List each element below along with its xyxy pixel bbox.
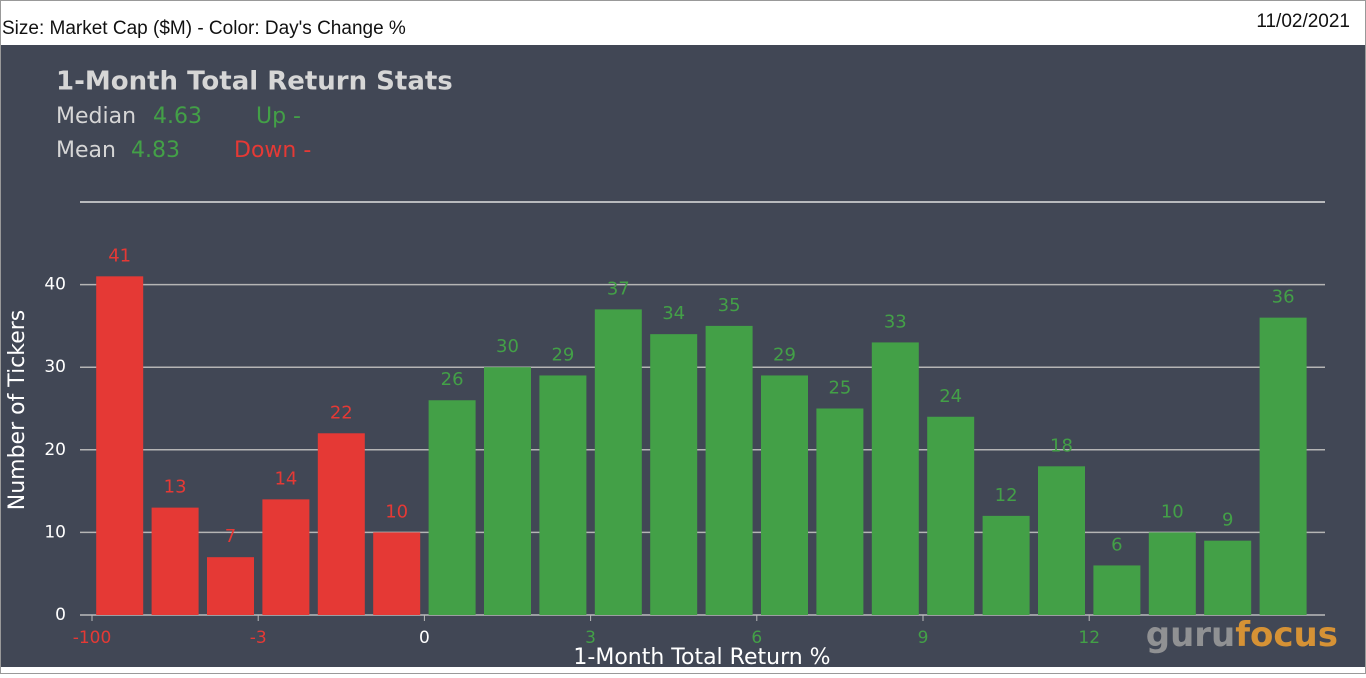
data-label: 30 [496, 336, 519, 357]
data-label: 35 [718, 295, 741, 316]
bar [1148, 532, 1196, 615]
x-axis-label: 1-Month Total Return % [573, 645, 830, 670]
x-tick-label: -100 [73, 628, 112, 648]
y-tick-label: 20 [44, 440, 66, 460]
bar [539, 375, 587, 615]
logo: gurufocus [1146, 615, 1338, 655]
stat-up: Up - [256, 104, 301, 129]
bar [1259, 317, 1307, 615]
bar [1204, 540, 1252, 615]
y-tick-label: 30 [44, 357, 66, 377]
y-tick-label: 40 [44, 275, 66, 295]
bar [151, 507, 199, 615]
logo-part: guru [1146, 615, 1236, 655]
bar [761, 375, 808, 615]
bar [1038, 466, 1085, 615]
x-tick-label: 12 [1078, 628, 1100, 648]
bar [317, 433, 365, 615]
data-label: 13 [164, 477, 187, 498]
header-left: Size: Market Cap ($M) - Color: Day's Cha… [2, 18, 406, 39]
x-tick-label: -3 [250, 628, 267, 648]
data-label: 22 [330, 402, 353, 423]
x-tick-label: 6 [751, 628, 762, 648]
stat-down: Down - [234, 138, 311, 163]
bar [982, 515, 1030, 615]
bar [1093, 565, 1141, 615]
data-label: 9 [1222, 510, 1233, 531]
bar [816, 408, 864, 615]
data-label: 29 [773, 344, 796, 365]
bar [650, 334, 698, 615]
data-label: 36 [1272, 287, 1295, 308]
data-label: 37 [607, 278, 630, 299]
data-label: 7 [225, 526, 236, 547]
bar [428, 400, 476, 615]
bar [594, 309, 642, 615]
data-label: 33 [884, 311, 907, 332]
y-tick-label: 0 [55, 605, 66, 625]
bar [207, 557, 254, 615]
y-axis-label: Number of Tickers [5, 310, 30, 511]
x-tick-label: 0 [419, 628, 430, 648]
header-right: 11/02/2021 [1256, 11, 1350, 32]
data-label: 12 [995, 485, 1018, 506]
bar [927, 416, 975, 615]
logo-part: focus [1235, 615, 1338, 655]
data-label: 34 [662, 303, 685, 324]
stat-value: 4.63 [153, 104, 202, 129]
data-label: 29 [551, 344, 574, 365]
bar [96, 276, 144, 615]
x-tick-label: 9 [918, 628, 929, 648]
bar [484, 367, 531, 615]
chart-title: 1-Month Total Return Stats [56, 67, 453, 97]
data-label: 24 [939, 386, 962, 407]
data-label: 10 [385, 501, 408, 522]
x-tick-label: 3 [585, 628, 596, 648]
data-label: 10 [1161, 501, 1184, 522]
bar [373, 532, 421, 615]
bar [262, 499, 310, 615]
stat-label: Mean [56, 138, 116, 163]
data-label: 26 [441, 369, 464, 390]
data-label: 25 [828, 378, 851, 399]
y-tick-label: 10 [44, 522, 66, 542]
stat-value: 4.83 [131, 138, 180, 163]
data-label: 41 [108, 245, 131, 266]
bar [705, 325, 753, 615]
stat-label: Median [56, 104, 136, 129]
data-label: 6 [1111, 534, 1122, 555]
data-label: 14 [274, 468, 297, 489]
data-label: 18 [1050, 435, 1073, 456]
bar [871, 342, 919, 615]
